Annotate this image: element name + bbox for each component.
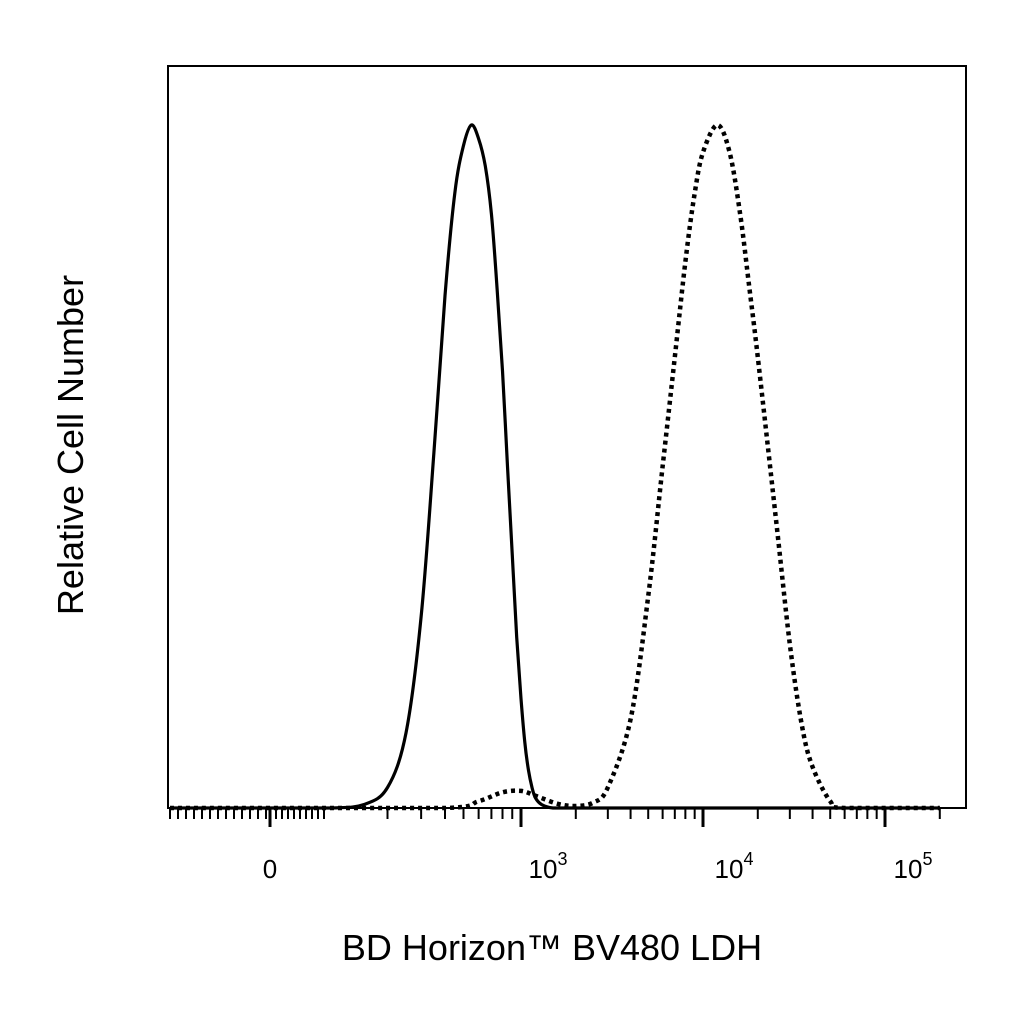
x-tick-label: 105	[894, 849, 933, 884]
y-axis-title: Relative Cell Number	[50, 275, 91, 615]
x-tick-label: 104	[715, 849, 754, 884]
x-major-ticks	[268, 808, 887, 827]
series-solid-line	[169, 123, 940, 810]
series-dotted-line	[169, 122, 940, 811]
x-tick-label: 103	[529, 849, 568, 884]
x-tick-label: 0	[263, 854, 277, 884]
x-tick-labels: 0 103 104 105	[263, 849, 933, 884]
x-axis-title: BD Horizon™ BV480 LDH	[342, 927, 762, 968]
plot-frame	[167, 65, 967, 809]
